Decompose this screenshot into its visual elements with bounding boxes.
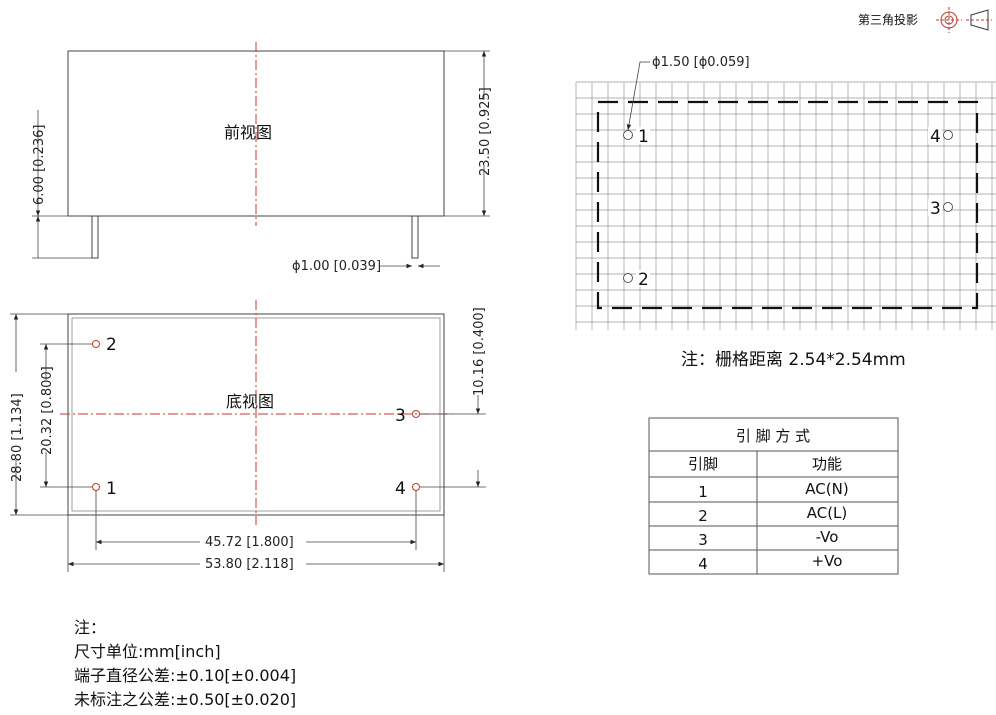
note-line: 尺寸单位:mm[inch]: [74, 642, 221, 661]
pin-table-cell: -Vo: [816, 528, 839, 546]
grid-view: [575, 61, 996, 330]
projection-label: 第三角投影: [858, 13, 919, 27]
bottom-pin-label-3: 3: [395, 406, 406, 426]
grid-hole-dim: ϕ1.50 [ϕ0.059]: [652, 55, 750, 70]
grid-pin-label-1: 1: [638, 127, 649, 147]
note-line: 未标注之公差:±0.50[±0.020]: [74, 690, 297, 709]
pin-table-header-pin: 引脚: [688, 455, 718, 473]
note-line: 端子直径公差:±0.10[±0.004]: [74, 666, 297, 685]
pin-table-cell: 1: [698, 483, 708, 501]
notes-heading: 注：: [74, 618, 107, 637]
bottom-pin-label-1: 1: [106, 479, 117, 499]
front-height-dim: 23.50 [0.925]: [478, 87, 493, 176]
pin-table-cell: 3: [698, 531, 708, 549]
bottom-overall-width-dim: 53.80 [2.118]: [205, 557, 294, 572]
grid-pin-label-4: 4: [930, 127, 941, 147]
front-pin-diameter-dim: ϕ1.00 [0.039]: [292, 259, 381, 274]
grid-spacing-note: 注：栅格距离 2.54*2.54mm: [681, 350, 906, 370]
pin-table-cell: 2: [698, 507, 708, 525]
notes-block: 注： 尺寸单位:mm[inch] 端子直径公差:±0.10[±0.004] 未标…: [74, 616, 296, 712]
pin-table-cell: AC(N): [805, 480, 848, 498]
grid-pin-label-3: 3: [930, 199, 941, 219]
bottom-pin-row-span-dim: 20.32 [0.800]: [40, 366, 55, 455]
bottom-right-pin-span-dim: 10.16 [0.400]: [472, 307, 487, 396]
pin-table-title: 引 脚 方 式: [736, 427, 810, 445]
front-pin-length-dim: 6.00 [0.236]: [32, 125, 47, 205]
bottom-pin-label-2: 2: [106, 335, 117, 355]
bottom-view: [10, 300, 486, 572]
third-angle-projection-icon: [936, 7, 992, 33]
bottom-view-title: 底视图: [226, 392, 274, 411]
front-view: [32, 42, 490, 269]
grid-pin-label-2: 2: [638, 270, 649, 290]
pin-table-cell: +Vo: [812, 552, 843, 570]
pin-table-cell: AC(L): [807, 504, 848, 522]
pin-table-header-function: 功能: [812, 455, 842, 473]
bottom-pin-pitch-dim: 45.72 [1.800]: [205, 535, 294, 550]
front-view-title: 前视图: [224, 123, 272, 142]
bottom-overall-height-dim: 28.80 [1.134]: [10, 393, 25, 482]
bottom-pin-label-4: 4: [395, 479, 406, 499]
pin-table: [648, 417, 899, 575]
pin-table-cell: 4: [698, 555, 708, 573]
